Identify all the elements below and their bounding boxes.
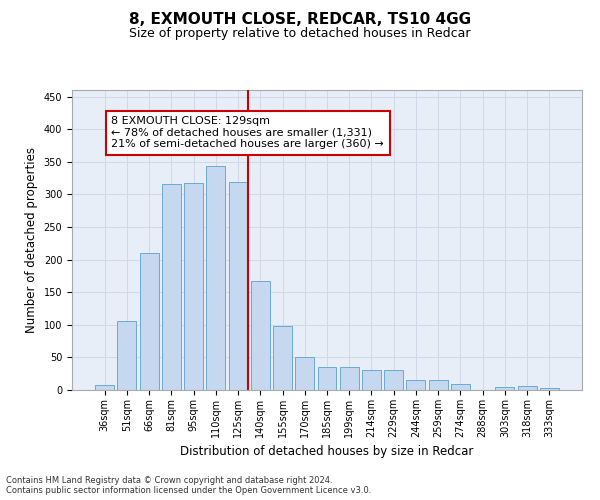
Bar <box>518 386 536 390</box>
Bar <box>118 321 136 390</box>
Bar <box>496 386 514 390</box>
X-axis label: Distribution of detached houses by size in Redcar: Distribution of detached houses by size … <box>181 446 473 458</box>
Bar <box>229 182 248 390</box>
Bar <box>206 166 225 390</box>
Bar <box>184 182 203 390</box>
Bar <box>429 380 448 390</box>
Bar <box>295 358 314 390</box>
Bar <box>95 386 114 390</box>
Bar <box>317 367 337 390</box>
Text: 8, EXMOUTH CLOSE, REDCAR, TS10 4GG: 8, EXMOUTH CLOSE, REDCAR, TS10 4GG <box>129 12 471 28</box>
Text: 8 EXMOUTH CLOSE: 129sqm
← 78% of detached houses are smaller (1,331)
21% of semi: 8 EXMOUTH CLOSE: 129sqm ← 78% of detache… <box>112 116 384 150</box>
Y-axis label: Number of detached properties: Number of detached properties <box>25 147 38 333</box>
Bar <box>273 326 292 390</box>
Text: Size of property relative to detached houses in Redcar: Size of property relative to detached ho… <box>129 28 471 40</box>
Bar <box>340 367 359 390</box>
Bar <box>384 370 403 390</box>
Bar <box>540 388 559 390</box>
Text: Contains HM Land Registry data © Crown copyright and database right 2024.
Contai: Contains HM Land Registry data © Crown c… <box>6 476 371 495</box>
Bar <box>162 184 181 390</box>
Bar <box>140 253 158 390</box>
Bar <box>406 380 425 390</box>
Bar <box>362 370 381 390</box>
Bar <box>451 384 470 390</box>
Bar <box>251 281 270 390</box>
